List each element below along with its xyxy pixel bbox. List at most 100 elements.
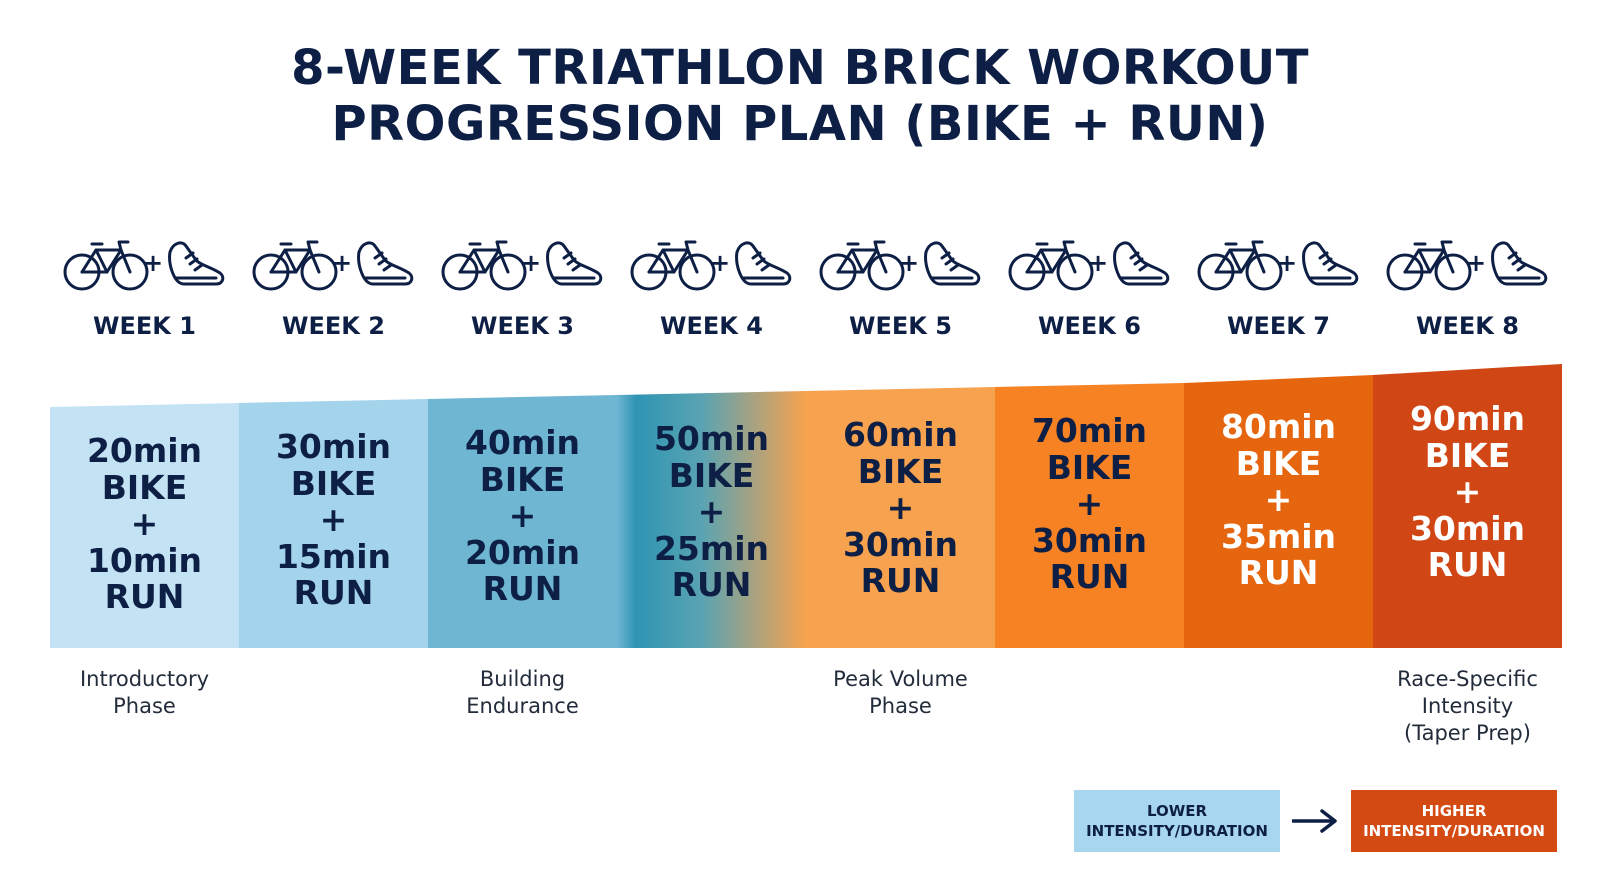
week-header-8: + WEEK 8 — [1373, 228, 1562, 348]
workout-cell-week-5: 60min BIKE +30min RUN — [806, 415, 995, 617]
bike-word: BIKE — [479, 459, 566, 499]
plus-sign: + — [508, 496, 537, 535]
run-word: RUN — [860, 561, 941, 600]
phase-line: Peak Volume — [833, 667, 968, 691]
plus-sign: + — [130, 504, 159, 543]
bike-word: BIKE — [1046, 447, 1133, 487]
run-word: RUN — [482, 569, 563, 608]
plus-icon: + — [143, 249, 163, 277]
bicycle-icon — [1008, 240, 1094, 291]
legend-lower-intensity: LOWER INTENSITY/DURATION — [1074, 790, 1280, 852]
week-header-5: + WEEK 5 — [806, 228, 995, 348]
plus-icon: + — [1466, 249, 1486, 277]
legend-low-line-1: LOWER — [1146, 802, 1208, 820]
legend-higher-intensity: HIGHER INTENSITY/DURATION — [1351, 790, 1557, 852]
page-title: 8-WEEK TRIATHLON BRICK WORKOUT PROGRESSI… — [0, 40, 1600, 152]
running-shoe-icon — [735, 241, 792, 286]
bike-word: BIKE — [1424, 435, 1511, 475]
phase-label: Peak Volume Phase — [791, 666, 1011, 720]
plus-icon: + — [1277, 249, 1297, 277]
bike-duration: 80min — [1220, 407, 1337, 446]
bicycle-icon — [1197, 240, 1283, 291]
workout-cell-week-1: 20min BIKE +10min RUN — [50, 432, 239, 633]
bike-word: BIKE — [857, 451, 944, 491]
run-word: RUN — [1427, 545, 1508, 584]
phase-line: (Taper Prep) — [1404, 721, 1531, 745]
plus-icon: + — [1088, 249, 1108, 277]
bike-duration: 70min — [1031, 411, 1148, 450]
plus-sign: + — [319, 500, 348, 539]
run-word: RUN — [671, 565, 752, 604]
run-word: RUN — [1238, 553, 1319, 592]
bike-duration: 90min — [1409, 399, 1526, 438]
run-duration: 35min — [1220, 516, 1337, 556]
band-segment-week-5 — [806, 387, 995, 648]
title-line-1: 8-WEEK TRIATHLON BRICK WORKOUT — [291, 40, 1309, 96]
bicycle-icon — [1386, 240, 1472, 291]
plus-sign: + — [1075, 484, 1104, 523]
run-duration: 30min — [1031, 520, 1148, 560]
legend-high-line-1: HIGHER — [1421, 802, 1487, 820]
plus-sign: + — [886, 488, 915, 527]
phase-label: Building Endurance — [413, 666, 633, 720]
phase-line: Phase — [869, 694, 932, 718]
running-shoe-icon — [546, 241, 603, 286]
week-label: WEEK 4 — [660, 312, 763, 340]
bicycle-icon — [63, 240, 149, 291]
phase-label: Race-Specific Intensity (Taper Prep) — [1358, 666, 1578, 747]
workout-cell-week-2: 30min BIKE +15min RUN — [239, 427, 428, 629]
phase-line: Building — [479, 667, 566, 691]
band-segment-week-7 — [1184, 375, 1373, 648]
arrow-right-icon — [1292, 809, 1337, 833]
run-duration: 30min — [842, 524, 959, 564]
week-header-2: + WEEK 2 — [239, 228, 428, 348]
plus-sign: + — [697, 492, 726, 531]
band-segment-week-1 — [50, 403, 239, 648]
bike-duration: 50min — [653, 419, 770, 458]
bicycle-icon — [252, 240, 338, 291]
run-word: RUN — [1049, 557, 1130, 596]
bike-duration: 40min — [464, 423, 581, 462]
week-label: WEEK 2 — [282, 312, 385, 340]
plus-icon: + — [710, 249, 730, 277]
week-header-1: + WEEK 1 — [50, 228, 239, 348]
week-label: WEEK 7 — [1227, 312, 1330, 340]
running-shoe-icon — [168, 241, 225, 286]
bike-word: BIKE — [1235, 443, 1322, 483]
running-shoe-icon — [1302, 241, 1359, 286]
workout-cell-week-3: 40min BIKE +20min RUN — [428, 423, 617, 625]
run-duration: 10min — [86, 540, 203, 580]
run-duration: 25min — [653, 528, 770, 568]
week-label: WEEK 6 — [1038, 312, 1141, 340]
bike-duration: 30min — [275, 427, 392, 466]
plus-icon: + — [332, 249, 352, 277]
bike-word: BIKE — [101, 467, 188, 507]
run-word: RUN — [293, 573, 374, 612]
plus-icon: + — [899, 249, 919, 277]
week-label: WEEK 3 — [471, 312, 574, 340]
running-shoe-icon — [357, 241, 414, 286]
band-segment-week-6 — [995, 383, 1184, 648]
workout-cell-week-8: 90min BIKE +30min RUN — [1373, 399, 1562, 601]
plus-sign: + — [1453, 472, 1482, 511]
band-segment-week-8 — [1373, 364, 1562, 648]
title-line-2: PROGRESSION PLAN (BIKE + RUN) — [331, 96, 1269, 152]
running-shoe-icon — [1113, 241, 1170, 286]
week-label: WEEK 5 — [849, 312, 952, 340]
legend-high-line-2: INTENSITY/DURATION — [1363, 822, 1545, 840]
workout-cell-week-7: 80min BIKE +35min RUN — [1184, 407, 1373, 609]
bike-word: BIKE — [668, 455, 755, 495]
bicycle-icon — [819, 240, 905, 291]
phase-line: Endurance — [466, 694, 579, 718]
band-segment-week-4 — [617, 391, 806, 648]
run-duration: 20min — [464, 532, 581, 572]
run-word: RUN — [104, 577, 185, 616]
running-shoe-icon — [924, 241, 981, 286]
phase-line: Race-Specific — [1397, 667, 1538, 691]
week-header-4: + WEEK 4 — [617, 228, 806, 348]
bike-duration: 60min — [842, 415, 959, 454]
workout-cell-week-6: 70min BIKE +30min RUN — [995, 411, 1184, 613]
plus-icon: + — [521, 249, 541, 277]
legend-low-line-2: INTENSITY/DURATION — [1086, 822, 1268, 840]
